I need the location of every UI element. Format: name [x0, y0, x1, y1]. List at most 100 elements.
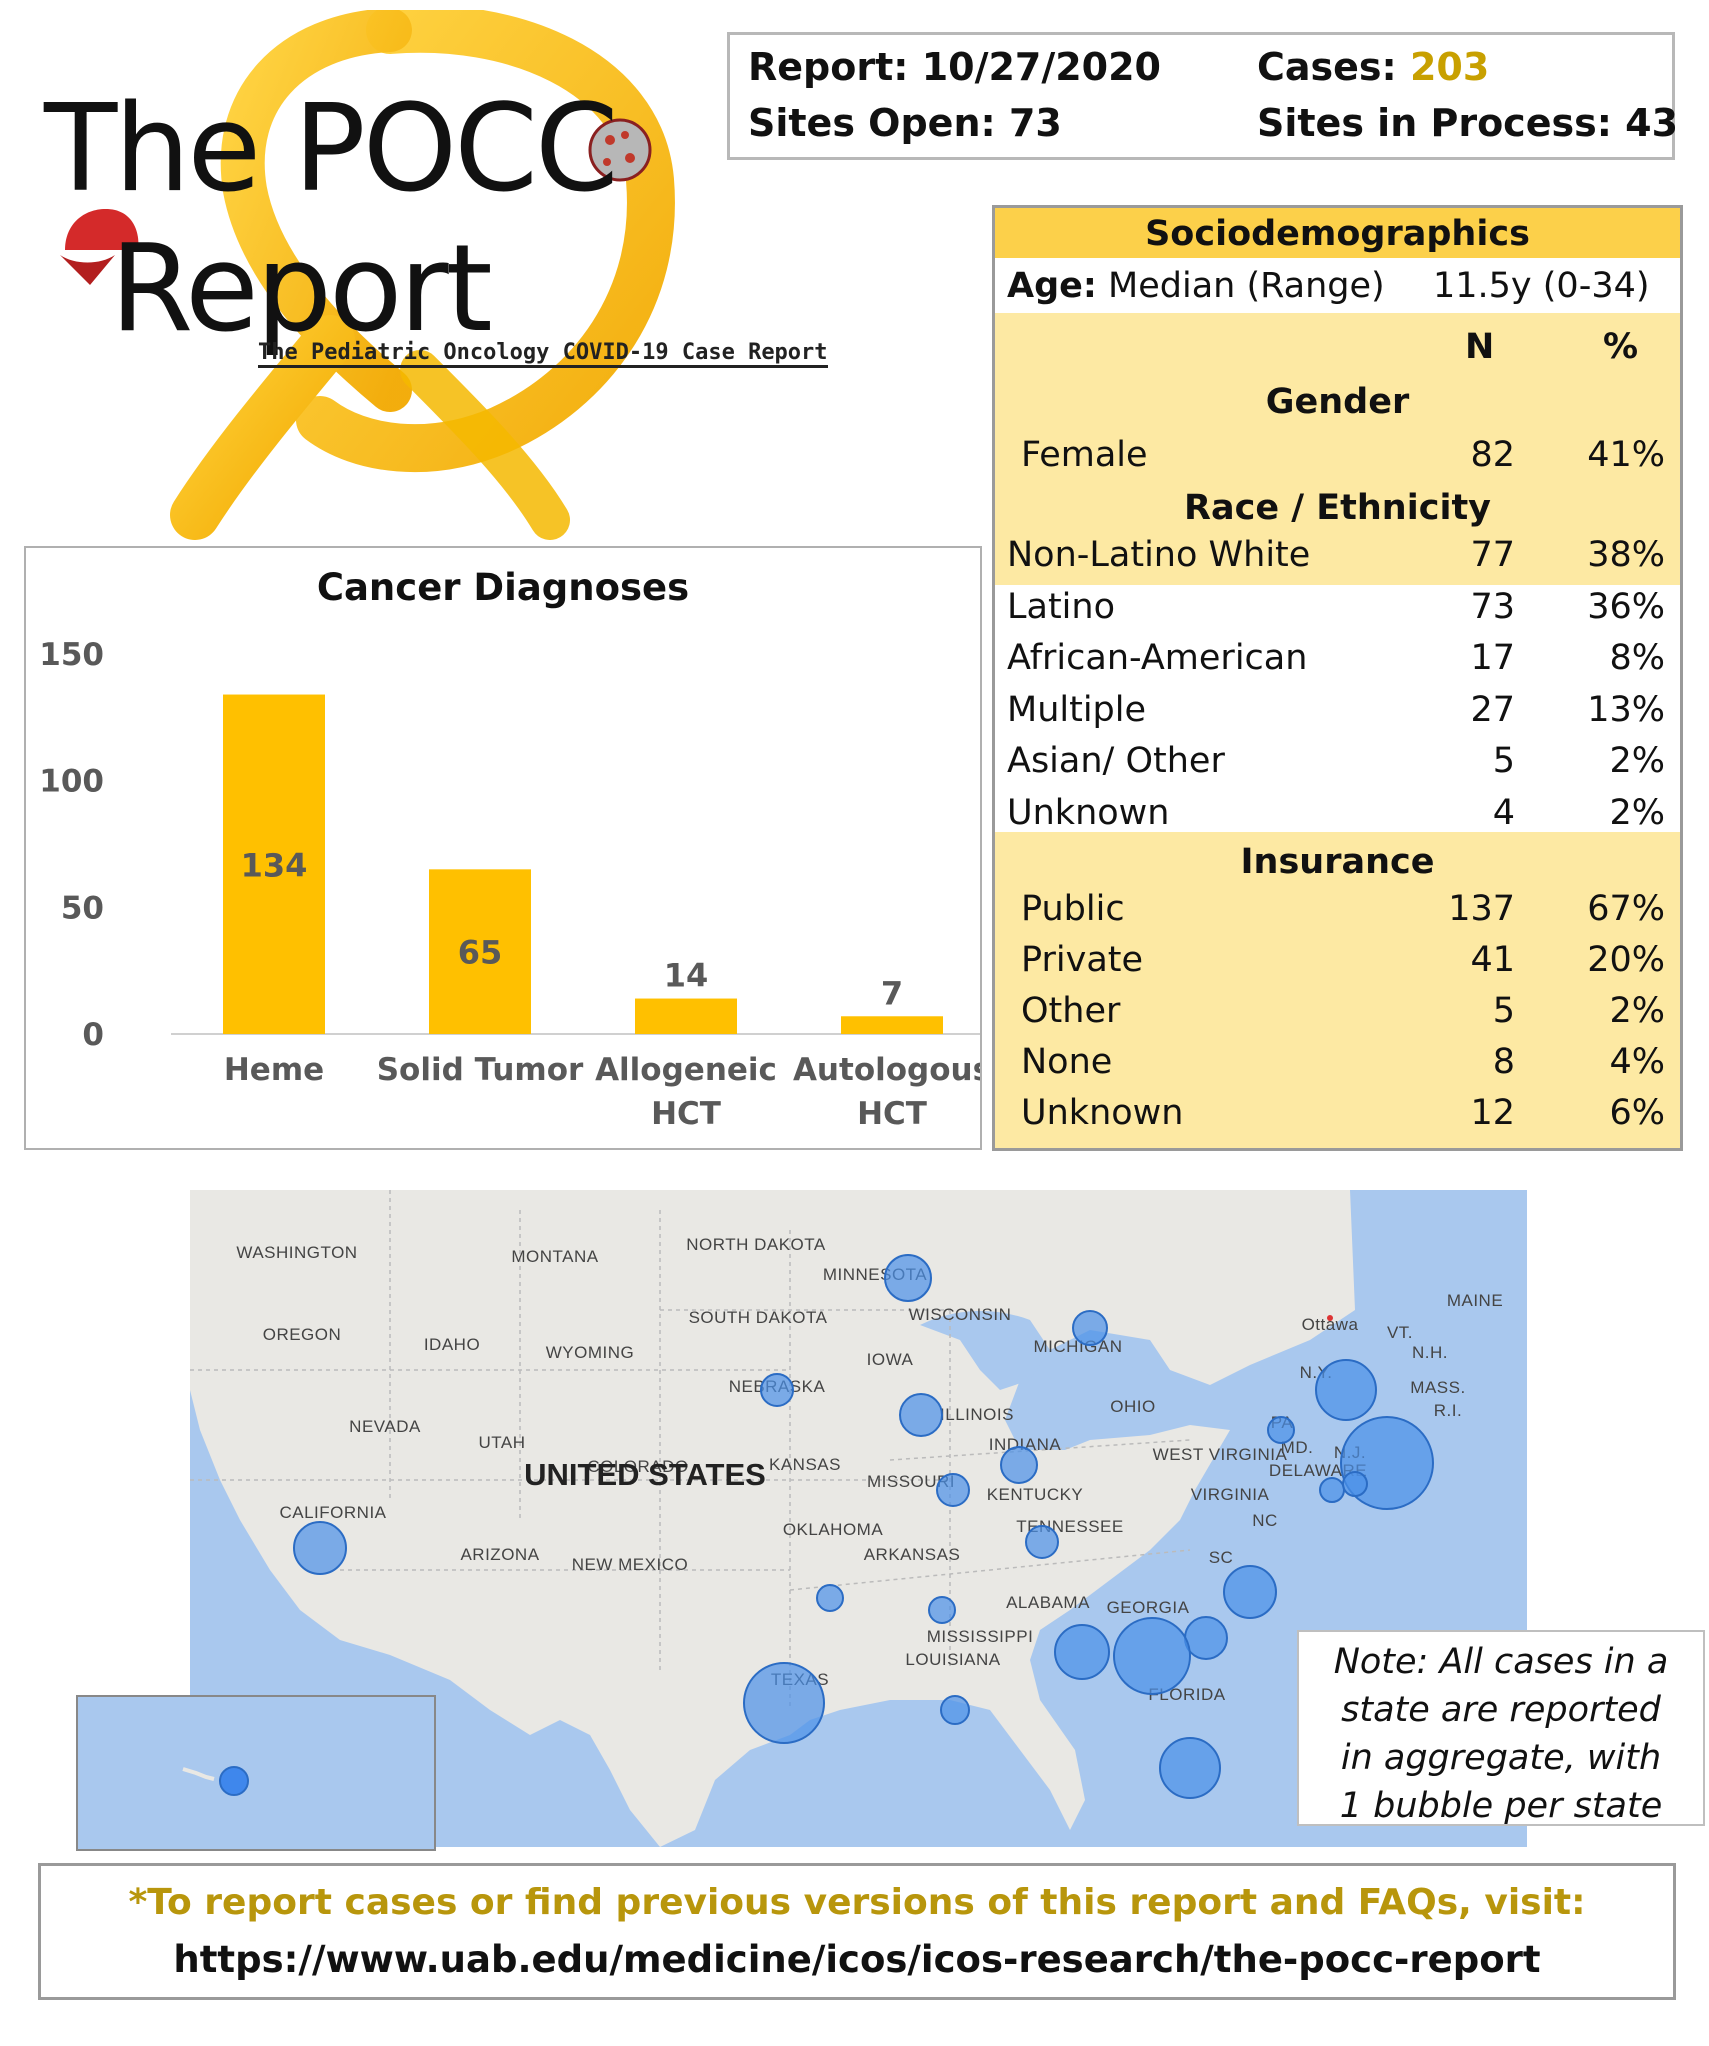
sites-open-line: Sites Open: 73 [748, 101, 1062, 145]
row-n: 27 [1470, 689, 1515, 730]
state-label: NC [1252, 1511, 1278, 1530]
gender-section: N % Gender Female 82 41% [995, 313, 1680, 585]
footer-link[interactable]: https://www.uab.edu/medicine/icos/icos-r… [173, 1938, 1541, 1981]
state-label: IOWA [867, 1350, 914, 1369]
x-tick-label: Solid Tumor [377, 1052, 584, 1088]
row-label: None [1021, 1042, 1113, 1082]
age-value: 11.5y (0-34) [1433, 266, 1650, 306]
state-label: WYOMING [546, 1343, 635, 1362]
row-label: Asian/ Other [1007, 741, 1225, 781]
state-label: KENTUCKY [987, 1485, 1084, 1504]
col-n-header: N [1465, 327, 1495, 367]
gender-pct: 41% [1587, 435, 1665, 475]
insurance-title: Insurance [1240, 842, 1435, 882]
report-date: 10/27/2020 [921, 45, 1161, 89]
state-case-bubble [884, 1254, 932, 1302]
logo-line1: The POCC [44, 80, 619, 219]
state-label: COLORADO [587, 1457, 688, 1476]
sites-open-label: Sites Open: [748, 101, 996, 145]
state-case-bubble [1223, 1565, 1277, 1619]
state-label: MISSISSIPPI [927, 1627, 1034, 1646]
gender-n: 82 [1470, 435, 1515, 475]
report-date-line: Report: 10/27/2020 [748, 45, 1161, 89]
row-label: Public [1021, 889, 1125, 929]
gender-title: Gender [1265, 382, 1410, 422]
state-case-bubble [816, 1584, 844, 1612]
bar-value-label: 65 [458, 934, 503, 972]
state-case-bubble [1319, 1477, 1345, 1503]
report-label: Report: [748, 45, 909, 89]
row-pct: 2% [1609, 741, 1665, 781]
state-label: NEVADA [349, 1417, 421, 1436]
state-case-bubble [743, 1662, 825, 1744]
state-label: LOUISIANA [905, 1650, 1000, 1669]
country-label: UNITED STATES [524, 1457, 766, 1492]
state-label: WISCONSIN [909, 1305, 1012, 1324]
map-note: Note: All cases in a state are reported … [1297, 1630, 1705, 1826]
state-label: GEORGIA [1107, 1598, 1190, 1617]
x-tick-label: Heme [224, 1052, 324, 1088]
row-n: 73 [1470, 586, 1515, 627]
hawaii-islands [182, 1767, 215, 1781]
row-pct: 8% [1609, 638, 1665, 678]
hawaii-inset [76, 1695, 436, 1851]
red-cap-icon [60, 209, 139, 285]
state-label: MONTANA [511, 1247, 598, 1266]
state-case-bubble [1000, 1446, 1038, 1484]
state-label: R.I. [1434, 1401, 1462, 1420]
state-label: ARKANSAS [864, 1545, 961, 1564]
row-n: 5 [1492, 741, 1515, 781]
state-case-bubble [1342, 1471, 1368, 1497]
sociodemographics-table: Sociodemographics Age: Median (Range) 11… [992, 205, 1683, 1151]
socio-title: Sociodemographics [1145, 214, 1530, 254]
note-line-3: in aggregate, with [1340, 1738, 1662, 1778]
state-borders [190, 1190, 1191, 1710]
row-n: 17 [1470, 638, 1515, 678]
state-label: MISSOURI [867, 1472, 955, 1491]
row-label: Latino [1007, 586, 1115, 627]
state-label: SOUTH DAKOTA [689, 1308, 828, 1327]
row-label: Non-Latino White [1007, 535, 1311, 575]
state-label: ALABAMA [1006, 1593, 1090, 1612]
hawaii-bubble [219, 1766, 249, 1796]
bar [635, 998, 737, 1034]
sites-process-label: Sites in Process: [1257, 101, 1612, 145]
row-n: 8 [1492, 1042, 1515, 1082]
row-label: Unknown [1021, 1093, 1184, 1133]
row-label: Other [1021, 991, 1121, 1031]
state-label: SC [1209, 1548, 1234, 1567]
pocc-logo: The POCC Report The Pediatric Oncology C… [30, 10, 828, 540]
bar-value-label: 134 [241, 846, 308, 884]
state-label: WASHINGTON [236, 1243, 357, 1262]
state-label: NORTH DAKOTA [686, 1235, 826, 1254]
y-tick-label: 150 [39, 637, 104, 673]
state-label: MD. [1281, 1438, 1314, 1457]
sites-process-line: Sites in Process: 43 [1257, 101, 1678, 145]
state-case-bubble [1113, 1617, 1191, 1695]
socio-header: Sociodemographics [995, 208, 1680, 258]
sites-open-value: 73 [1008, 101, 1062, 145]
state-label: MASS. [1410, 1378, 1465, 1397]
state-case-bubble [928, 1596, 956, 1624]
state-label: OREGON [263, 1325, 342, 1344]
state-label: VIRGINIA [1191, 1485, 1270, 1504]
age-row: Age: Median (Range) 11.5y (0-34) [995, 258, 1680, 313]
y-tick-label: 100 [39, 764, 104, 800]
row-n: 5 [1492, 991, 1515, 1031]
row-n: 41 [1470, 940, 1515, 980]
x-tick-label: Autologous [793, 1052, 980, 1088]
state-case-bubble [760, 1373, 794, 1407]
age-stat-label: Median (Range) [1108, 266, 1385, 306]
state-label: N.H. [1412, 1343, 1448, 1362]
state-label: UTAH [478, 1433, 525, 1452]
state-label: WEST VIRGINIA [1153, 1445, 1288, 1464]
sites-process-value: 43 [1625, 101, 1679, 145]
age-label: Age: [1007, 266, 1097, 306]
row-pct: 36% [1587, 586, 1665, 627]
row-n: 137 [1448, 889, 1515, 929]
cases-value: 203 [1409, 45, 1490, 89]
cases-label: Cases: [1257, 45, 1397, 89]
state-label: ARIZONA [460, 1545, 539, 1564]
y-tick-label: 0 [82, 1017, 104, 1053]
